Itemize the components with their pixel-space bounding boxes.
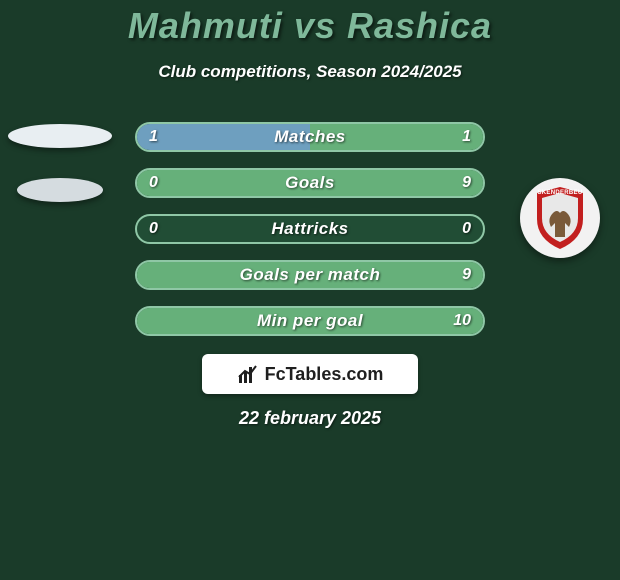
subtitle: Club competitions, Season 2024/2025 — [0, 62, 620, 82]
stat-row: 11Matches — [135, 122, 485, 152]
stat-label: Matches — [137, 124, 483, 150]
footer-date: 22 february 2025 — [0, 408, 620, 429]
page-title: Mahmuti vs Rashica — [0, 5, 620, 47]
stat-row: 09Goals — [135, 168, 485, 198]
comparison-card: Mahmuti vs Rashica Club competitions, Se… — [0, 0, 620, 580]
stat-label: Goals — [137, 170, 483, 196]
left-badge-2 — [17, 178, 103, 202]
stat-row: 9Goals per match — [135, 260, 485, 290]
stat-row: 10Min per goal — [135, 306, 485, 336]
footer-logo: FcTables.com — [202, 354, 418, 394]
footer-brand: FcTables.com — [265, 364, 384, 385]
shield-icon: SKENDERBEU — [533, 185, 587, 251]
left-badge-1 — [8, 124, 112, 148]
chart-icon — [237, 363, 259, 385]
stat-rows: 11Matches 09Goals 00Hattricks 9Goals per ma… — [135, 122, 485, 352]
player-left-name: Mahmuti — [128, 5, 283, 46]
stat-label: Goals per match — [137, 262, 483, 288]
stat-label: Hattricks — [137, 216, 483, 242]
right-club-badge: SKENDERBEU — [520, 178, 600, 258]
stat-label: Min per goal — [137, 308, 483, 334]
stat-row: 00Hattricks — [135, 214, 485, 244]
shield-text: SKENDERBEU — [533, 190, 587, 196]
title-vs: vs — [294, 5, 336, 46]
player-right-name: Rashica — [347, 5, 492, 46]
